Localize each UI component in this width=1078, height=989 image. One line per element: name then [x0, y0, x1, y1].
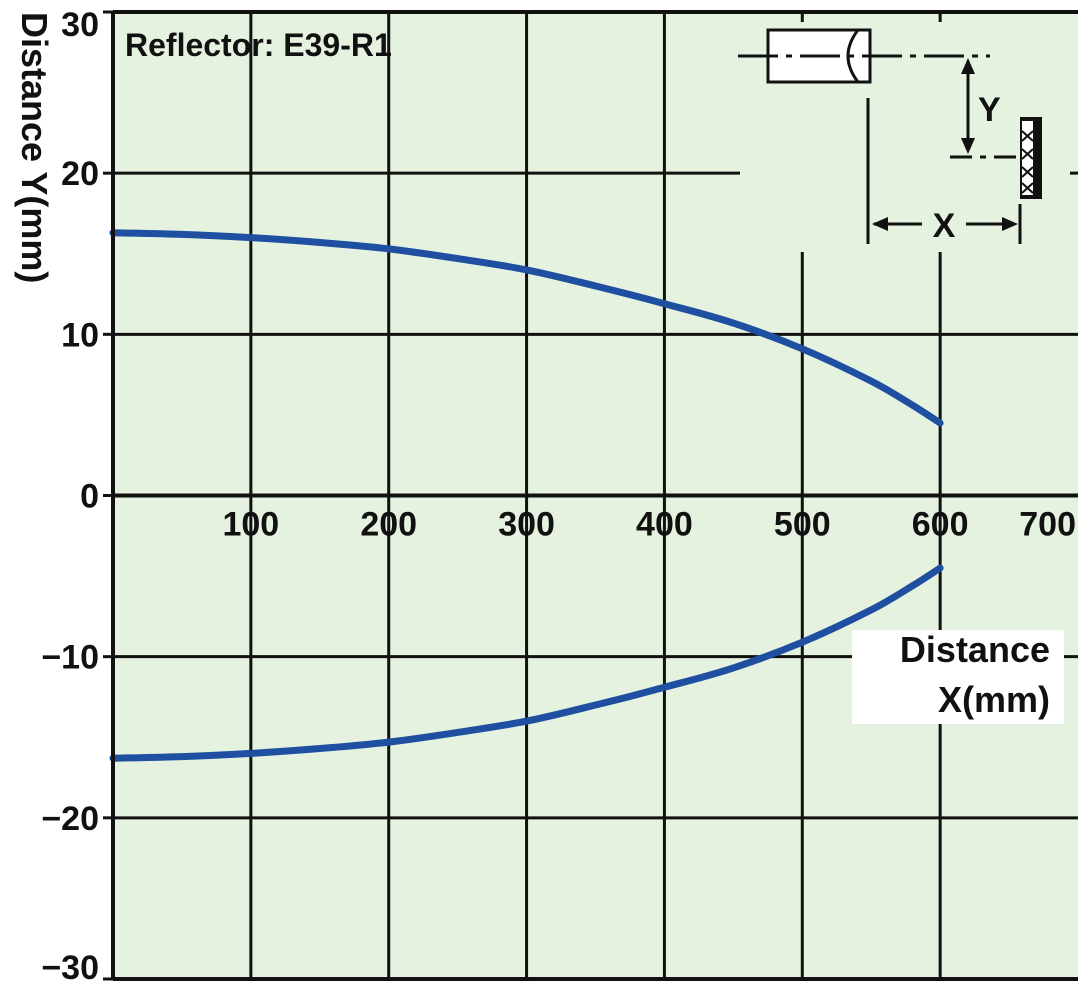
axes [103, 10, 1078, 981]
x-tick-label-700: 700 [1019, 506, 1076, 544]
diagram-y-label: Y [978, 91, 1001, 129]
reflector-hatch [1021, 130, 1034, 194]
x-axis-label-line2: X(mm) [938, 679, 1050, 720]
series-line-2 [109, 564, 944, 762]
x-axis-label-line1: Distance [900, 629, 1050, 670]
diagram-x-label: X [933, 207, 956, 245]
y-tick-label-20: 20 [61, 155, 99, 193]
y-axis-label: Distance Y(mm) [14, 12, 55, 283]
y-arrow-down-icon [961, 138, 975, 154]
y-tick-label--10: −10 [41, 639, 99, 677]
y-tick-label--30: −30 [41, 949, 99, 987]
reflector-face [1022, 121, 1033, 195]
y-tick-label--20: −20 [41, 800, 99, 838]
annotation-reflector: Reflector: E39-R1 [125, 27, 392, 63]
y-tick-label-10: 10 [61, 316, 99, 354]
x-tick-label-500: 500 [774, 506, 831, 544]
series-line-1 [109, 229, 944, 427]
y-tick-label-30: 30 [61, 6, 99, 44]
y-tick-label-0: 0 [80, 478, 99, 516]
label-backdrop [852, 630, 1064, 724]
x-arrow-right-icon [1002, 217, 1018, 231]
setup-diagram: Y X [738, 22, 1070, 252]
x-tick-label-200: 200 [360, 506, 417, 544]
series-lines [109, 229, 944, 762]
x-tick-label-400: 400 [636, 506, 693, 544]
y-arrow-up-icon [961, 58, 975, 74]
x-arrow-left-icon [872, 217, 888, 231]
x-tick-label-100: 100 [222, 506, 279, 544]
x-tick-label-600: 600 [912, 506, 969, 544]
x-tick-label-300: 300 [498, 506, 555, 544]
